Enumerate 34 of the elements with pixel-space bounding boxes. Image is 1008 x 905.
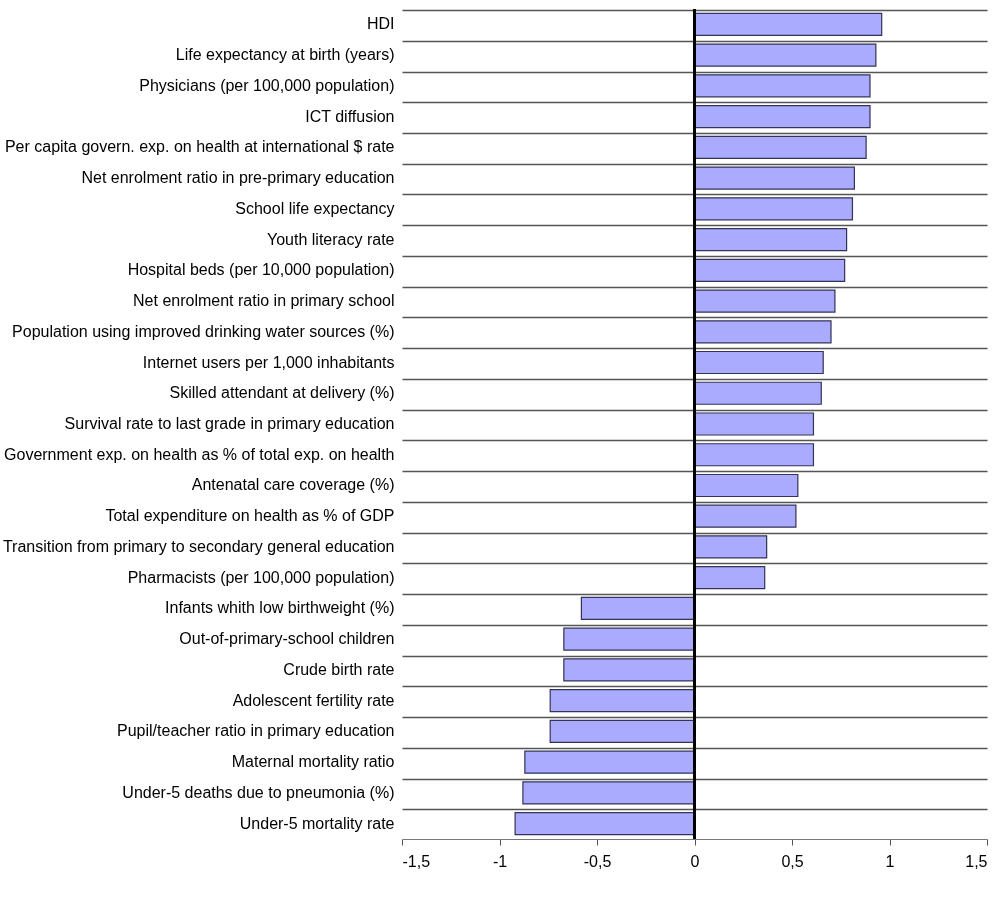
- y-tick-label: Infants whith low birthweight (%): [165, 599, 395, 617]
- y-tick-label: Population using improved drinking water sources (%): [12, 322, 395, 340]
- y-tick-label: Pupil/teacher ratio in primary education: [117, 722, 395, 740]
- y-tick-label: Life expectancy at birth (years): [175, 46, 395, 64]
- y-tick-label: Internet users per 1,000 inhabitants: [142, 353, 395, 371]
- y-tick-label: ICT diffusion: [305, 107, 395, 125]
- y-tick-label: Government exp. on health as % of total exp. on health: [4, 445, 395, 463]
- y-tick-label: Hospital beds (per 10,000 population): [127, 261, 395, 279]
- y-tick-label: Pharmacists (per 100,000 population): [127, 568, 395, 586]
- x-tick-label: 0,5: [781, 852, 804, 870]
- y-tick-label: Crude birth rate: [283, 660, 395, 678]
- y-tick-label: Under-5 deaths due to pneumonia (%): [122, 783, 395, 801]
- y-tick-label: Survival rate to last grade in primary education: [64, 415, 395, 432]
- y-tick-label: Physicians (per 100,000 population): [139, 76, 395, 94]
- y-tick-label: Net enrolment ratio in pre-primary education: [81, 169, 395, 187]
- y-tick-label: Net enrolment ratio in primary school: [133, 292, 395, 310]
- y-tick-label: Total expenditure on health as % of GDP: [105, 507, 395, 525]
- x-tick-label: 1,5: [965, 852, 988, 870]
- y-tick-label: Skilled attendant at delivery (%): [169, 384, 395, 402]
- y-tick-label: Youth literacy rate: [267, 230, 395, 248]
- y-tick-label: Per capita govern. exp. on health at international $ rate: [4, 138, 395, 156]
- y-tick-label: Transition from primary to secondary general education: [2, 537, 395, 555]
- y-tick-label: Maternal mortality ratio: [231, 753, 395, 771]
- x-tick-label: 1: [885, 852, 895, 870]
- y-tick-label: HDI: [366, 15, 395, 33]
- y-tick-label: Under-5 mortality rate: [239, 814, 395, 832]
- x-tick-label: -1: [492, 852, 508, 870]
- x-tick-label: -1,5: [402, 852, 431, 870]
- x-tick-label: -0,5: [583, 852, 612, 870]
- y-tick-label: Antenatal care coverage (%): [191, 476, 395, 494]
- y-tick-label: Adolescent fertility rate: [232, 691, 395, 709]
- y-tick-label: Out-of-primary-school children: [179, 630, 395, 648]
- y-tick-label: School life expectancy: [235, 199, 395, 217]
- x-tick-label: 0: [690, 852, 700, 870]
